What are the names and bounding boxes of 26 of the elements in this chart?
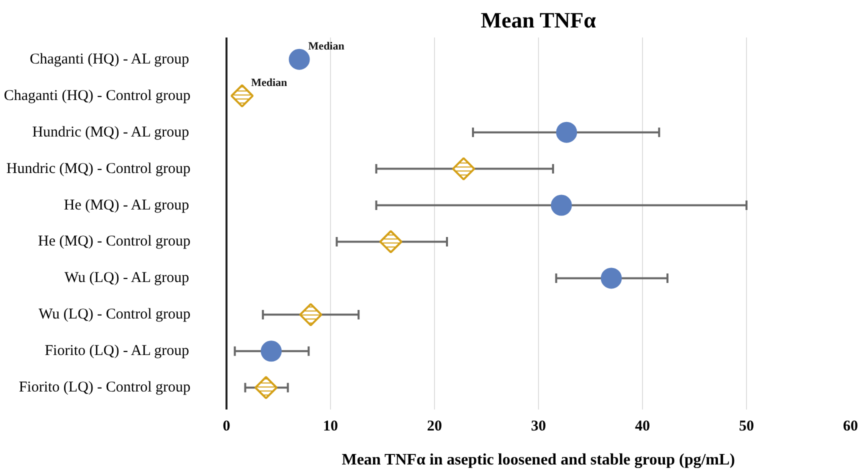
x-tick-label: 50 xyxy=(739,418,754,434)
x-tick-label: 30 xyxy=(531,418,546,434)
point xyxy=(260,340,282,362)
point xyxy=(600,268,622,289)
point xyxy=(556,122,578,143)
y-tick-label: Chaganti (HQ) - AL group xyxy=(30,51,190,68)
y-tick-label: Wu (LQ) - AL group xyxy=(64,270,190,286)
y-tick-label: Hundric (MQ) - Control group xyxy=(6,160,190,177)
y-tick-label: Fiorito (LQ) - AL group xyxy=(44,343,190,360)
x-tick-label: 60 xyxy=(843,418,858,434)
x-tick-label: 10 xyxy=(323,418,338,434)
y-tick-label: He (MQ) - AL group xyxy=(64,197,190,214)
y-tick-label: Wu (LQ) - Control group xyxy=(38,306,191,323)
point xyxy=(288,48,310,70)
annotation: Median xyxy=(251,76,288,89)
x-axis-title: Mean TNFα in aseptic loosened and stable group (pg/mL) xyxy=(342,452,735,468)
x-tick-label: 0 xyxy=(222,418,230,434)
y-tick-label: Chaganti (HQ) - Control group xyxy=(4,88,191,104)
y-tick-label: Hundric (MQ) - AL group xyxy=(32,124,190,140)
point xyxy=(550,194,572,216)
annotation: Median xyxy=(308,40,344,52)
y-tick-label: Fiorito (LQ) - Control group xyxy=(18,380,191,396)
y-tick-label: He (MQ) - Control group xyxy=(38,234,191,250)
x-tick-label: 40 xyxy=(635,418,650,434)
x-tick-label: 20 xyxy=(427,418,442,434)
chart-title: Mean TNFα xyxy=(480,8,597,32)
